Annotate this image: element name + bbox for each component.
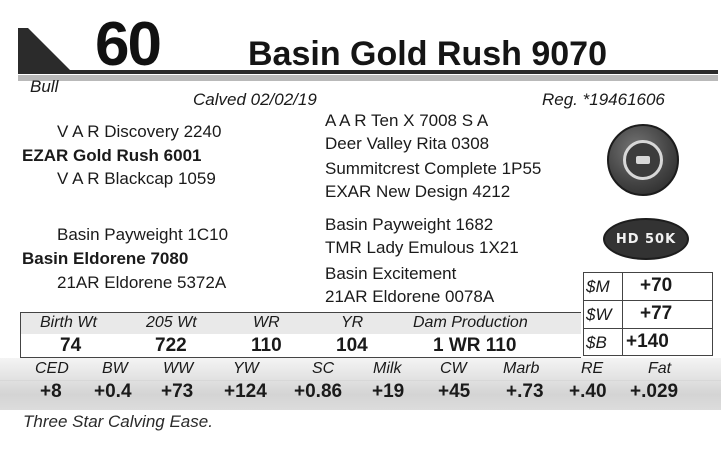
- epd-value: +73: [161, 381, 194, 402]
- epd-header: BW: [102, 360, 128, 377]
- epd-value: +.029: [630, 381, 679, 402]
- epd-header: WW: [163, 360, 194, 377]
- epd-header: YW: [233, 360, 259, 377]
- dam: Basin Eldorene 7080: [22, 249, 189, 268]
- certified-seal-icon: [607, 124, 679, 196]
- gg-sire-sire-sire: A A R Ten X 7008 S A: [325, 111, 489, 130]
- epd-value: +0.4: [94, 381, 132, 402]
- production-table: [20, 312, 581, 358]
- dollar-index-label: $M: [586, 277, 610, 296]
- hd50k-badge-text: HD 50K: [615, 231, 677, 247]
- production-value: 1 WR 110: [433, 335, 517, 356]
- header-rule: [18, 70, 718, 74]
- gg-dam-sire-sire: Basin Payweight 1682: [325, 215, 494, 234]
- gg-sire-sire-dam: Deer Valley Rita 0308: [325, 134, 490, 153]
- epd-value: +124: [224, 381, 267, 402]
- epd-header: CW: [440, 360, 467, 377]
- epd-value: +0.86: [294, 381, 343, 402]
- production-header-band: [21, 313, 581, 334]
- header-swoosh: [18, 28, 70, 70]
- sire-dam: V A R Blackcap 1059: [57, 169, 216, 188]
- epd-value: +.73: [506, 381, 544, 402]
- epd-header: SC: [312, 360, 335, 377]
- epd-value: +8: [40, 381, 62, 402]
- hd50k-badge: HD 50K: [603, 218, 689, 260]
- dollar-index-value: +77: [640, 303, 673, 324]
- production-header: Dam Production: [413, 314, 528, 331]
- gg-sire-dam-sire: Summitcrest Complete 1P55: [325, 159, 542, 178]
- production-value: 110: [251, 335, 282, 356]
- dollar-index-label: $B: [586, 333, 607, 352]
- animal-name: Basin Gold Rush 9070: [248, 35, 607, 73]
- epd-divider: [0, 380, 721, 381]
- lot-number: 60: [95, 10, 162, 79]
- gg-sire-dam-dam: EXAR New Design 4212: [325, 182, 511, 201]
- epd-value: +.40: [569, 381, 607, 402]
- production-value: 722: [155, 335, 187, 356]
- epd-value: +45: [438, 381, 471, 402]
- sex-label: Bull: [30, 77, 59, 96]
- production-header: WR: [253, 314, 280, 331]
- gg-dam-dam-dam: 21AR Eldorene 0078A: [325, 287, 495, 306]
- sire: EZAR Gold Rush 6001: [22, 146, 202, 165]
- epd-value: +19: [372, 381, 405, 402]
- production-value: 74: [60, 335, 82, 356]
- epd-header: Marb: [503, 360, 540, 377]
- registration-number: Reg. *19461606: [542, 90, 665, 109]
- production-header: Birth Wt: [40, 314, 97, 331]
- calved-date: Calved 02/02/19: [193, 90, 317, 109]
- epd-header: Milk: [373, 360, 402, 377]
- gg-dam-dam-sire: Basin Excitement: [325, 264, 457, 283]
- sire-sire: V A R Discovery 2240: [57, 122, 222, 141]
- dollar-index-value: +140: [626, 331, 669, 352]
- production-value: 104: [336, 335, 368, 356]
- dollar-index-label: $W: [586, 305, 612, 324]
- dollar-index-value: +70: [640, 275, 673, 296]
- epd-header: CED: [35, 360, 69, 377]
- production-header: YR: [341, 314, 364, 331]
- epd-header: RE: [581, 360, 604, 377]
- gg-dam-sire-dam: TMR Lady Emulous 1X21: [325, 238, 519, 257]
- epd-header: Fat: [648, 360, 672, 377]
- footnote: Three Star Calving Ease.: [23, 412, 213, 431]
- header-rule-shadow: [18, 75, 718, 81]
- dam-sire: Basin Payweight 1C10: [57, 225, 229, 244]
- production-header: 205 Wt: [146, 314, 197, 331]
- epd-band: [0, 358, 721, 410]
- dollar-index-table: [583, 272, 713, 356]
- dam-dam: 21AR Eldorene 5372A: [57, 273, 227, 292]
